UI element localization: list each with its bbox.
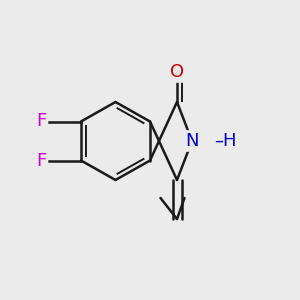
Text: F: F [36, 112, 46, 130]
Text: F: F [36, 152, 46, 169]
Text: –H: –H [214, 132, 237, 150]
Text: N: N [185, 132, 199, 150]
Text: O: O [170, 63, 184, 81]
